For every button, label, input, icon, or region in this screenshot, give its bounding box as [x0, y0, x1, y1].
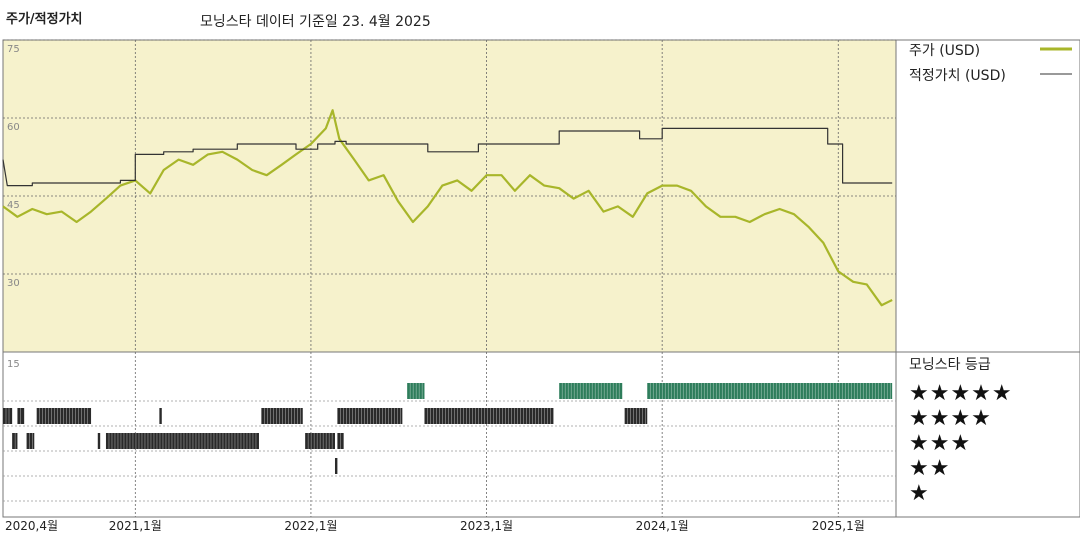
rating-bar-4-star	[3, 408, 13, 424]
y-ticks: 75 60 45 30 15	[7, 44, 20, 370]
rating-bar-3-star	[97, 433, 101, 449]
y-tick-label: 15	[7, 359, 20, 370]
x-tick-label: 2024,1월	[636, 519, 689, 533]
price-line	[2, 109, 893, 307]
star-row-5: ★★★★★	[909, 381, 1013, 406]
rating-bar-3-star	[105, 433, 259, 449]
x-tick-label: 2023,1월	[460, 519, 513, 533]
star-row-3: ★★★	[909, 431, 971, 456]
rating-bar-4-star	[159, 408, 162, 424]
rating-bar-4-star	[624, 408, 648, 424]
rating-bars	[3, 383, 893, 474]
series	[2, 109, 893, 307]
rating-bar-5-star	[559, 383, 623, 399]
rating-bar-3-star	[26, 433, 35, 449]
star-row-2: ★★	[909, 456, 950, 481]
fair-value-line	[2, 127, 893, 187]
grid	[3, 39, 896, 517]
rating-bar-5-star	[407, 383, 425, 399]
x-tick-label: 2022,1월	[284, 519, 337, 533]
ratings-title: 모닝스타 등급	[909, 357, 991, 373]
star-row-4: ★★★★	[909, 406, 992, 431]
rating-legend-panel	[895, 351, 1080, 518]
rating-bar-4-star	[337, 408, 403, 424]
rating-bar-4-star	[424, 408, 554, 424]
x-tick-label: 2020,4월	[5, 519, 58, 533]
y-tick-label: 30	[7, 278, 20, 289]
rating-bar-5-star	[647, 383, 893, 399]
y-tick-label: 60	[7, 122, 20, 133]
x-tick-label: 2025,1월	[812, 519, 865, 533]
y-tick-label: 45	[7, 200, 20, 211]
x-ticks: 2020,4월 2021,1월 2022,1월 2023,1월 2024,1월 2025,…	[5, 519, 865, 533]
chart-title: 주가/적정가치	[6, 12, 83, 27]
rating-bar-4-star	[17, 408, 25, 424]
chart-subtitle: 모닝스타 데이터 기준일 23. 4월 2025	[200, 14, 431, 30]
rating-bar-3-star	[12, 433, 18, 449]
rating-bar-4-star	[261, 408, 303, 424]
legend-panel	[895, 39, 1080, 353]
rating-bar-2-star	[334, 458, 338, 474]
x-tick-label: 2021,1월	[109, 519, 162, 533]
y-tick-label: 75	[7, 44, 20, 55]
legend-fair-label: 적정가치 (USD)	[909, 68, 1006, 84]
legend-price-label: 주가 (USD)	[909, 43, 980, 59]
star-row-1: ★	[909, 481, 930, 506]
